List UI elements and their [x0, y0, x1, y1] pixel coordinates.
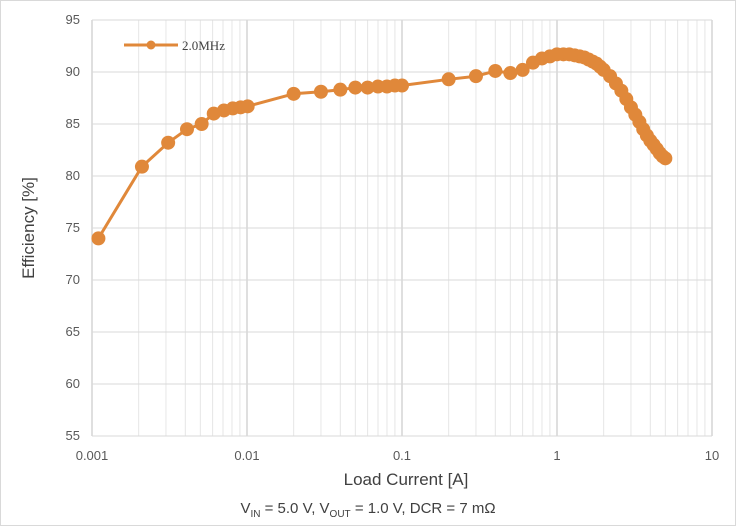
data-point — [658, 151, 673, 166]
data-point — [348, 80, 363, 95]
x-tick-label: 10 — [705, 448, 719, 463]
y-tick-label: 55 — [66, 428, 80, 443]
y-tick-label: 85 — [66, 116, 80, 131]
x-tick-label: 0.1 — [393, 448, 411, 463]
vout-label: V — [319, 500, 330, 517]
vout-value: = 1.0 V, DCR = 7 mΩ — [350, 500, 496, 517]
y-tick-label: 60 — [66, 376, 80, 391]
x-tick-labels: 0.001 0.01 0.1 1 10 — [76, 448, 720, 463]
x-tick-label: 1 — [553, 448, 560, 463]
y-tick-label: 90 — [66, 64, 80, 79]
y-tick-label: 65 — [66, 324, 80, 339]
data-point — [468, 69, 483, 84]
data-point — [161, 135, 176, 150]
data-point — [240, 99, 255, 114]
legend-marker — [146, 40, 156, 50]
data-point — [179, 122, 194, 137]
x-tick-label: 0.001 — [76, 448, 109, 463]
y-tick-labels: 55 60 65 70 75 80 85 90 95 — [66, 12, 80, 443]
efficiency-chart: 55 60 65 70 75 80 85 90 95 0.001 0.01 0.1 1 10 2.0MH… — [19, 12, 720, 489]
vin-value: = 5.0 V, — [260, 500, 320, 517]
test-conditions-caption: VIN = 5.0 V, VOUT = 1.0 V, DCR = 7 mΩ — [0, 500, 736, 520]
y-axis-title: Efficiency [%] — [19, 177, 38, 279]
legend-label: 2.0MHz — [182, 38, 225, 53]
data-point — [441, 72, 456, 87]
y-tick-label: 95 — [66, 12, 80, 27]
y-tick-label: 75 — [66, 220, 80, 235]
data-point — [313, 84, 328, 99]
x-axis-title: Load Current [A] — [344, 470, 469, 489]
data-point — [134, 159, 149, 174]
y-tick-label: 70 — [66, 272, 80, 287]
data-point — [286, 86, 301, 101]
data-point — [503, 66, 518, 81]
data-point — [488, 63, 503, 78]
vout-subscript: OUT — [329, 509, 351, 520]
data-point — [395, 78, 409, 93]
x-tick-label: 0.01 — [234, 448, 259, 463]
data-point — [91, 231, 106, 246]
vin-label: V — [240, 500, 251, 517]
data-point — [333, 82, 348, 97]
data-point — [194, 117, 209, 131]
data-point — [515, 62, 530, 77]
series-layer — [91, 47, 673, 246]
vin-subscript: IN — [250, 509, 261, 520]
y-tick-label: 80 — [66, 168, 80, 183]
data-point — [360, 80, 375, 95]
legend: 2.0MHz — [124, 38, 225, 53]
